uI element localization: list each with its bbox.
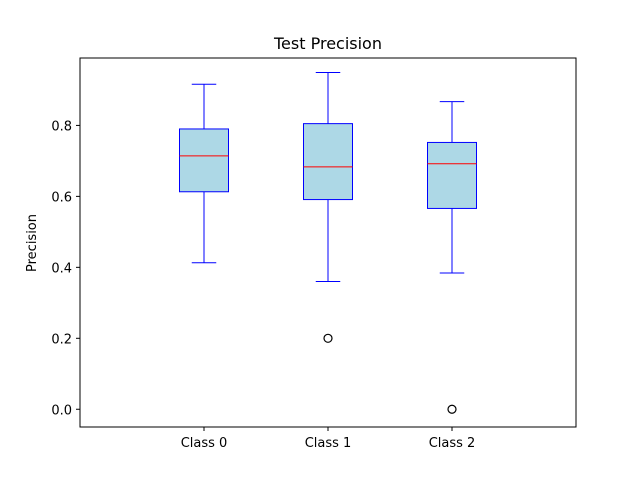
- x-tick-label: Class 2: [429, 436, 476, 451]
- plot-area: 0.0 0.2 0.4 0.6 0.8 Class 0 Class 1 Class 2: [51, 57, 577, 451]
- box-class-1: [303, 72, 353, 343]
- outlier-point: [323, 333, 333, 343]
- x-tick-label: Class 0: [181, 436, 228, 451]
- box-body: [303, 123, 353, 201]
- outlier-point: [447, 404, 457, 414]
- box-class-0: [179, 83, 229, 264]
- y-tick-label: 0.4: [51, 261, 72, 276]
- y-tick-label: 0.0: [51, 403, 72, 418]
- box-class-2: [427, 101, 477, 414]
- y-tick-label: 0.8: [51, 119, 72, 134]
- box-body: [179, 128, 229, 193]
- y-tick-label: 0.2: [51, 332, 72, 347]
- x-tick-label: Class 1: [305, 436, 352, 451]
- chart-title: Test Precision: [273, 34, 382, 53]
- y-axis-label: Precision: [25, 214, 40, 272]
- y-tick-label: 0.6: [51, 190, 72, 205]
- box-body: [427, 141, 477, 209]
